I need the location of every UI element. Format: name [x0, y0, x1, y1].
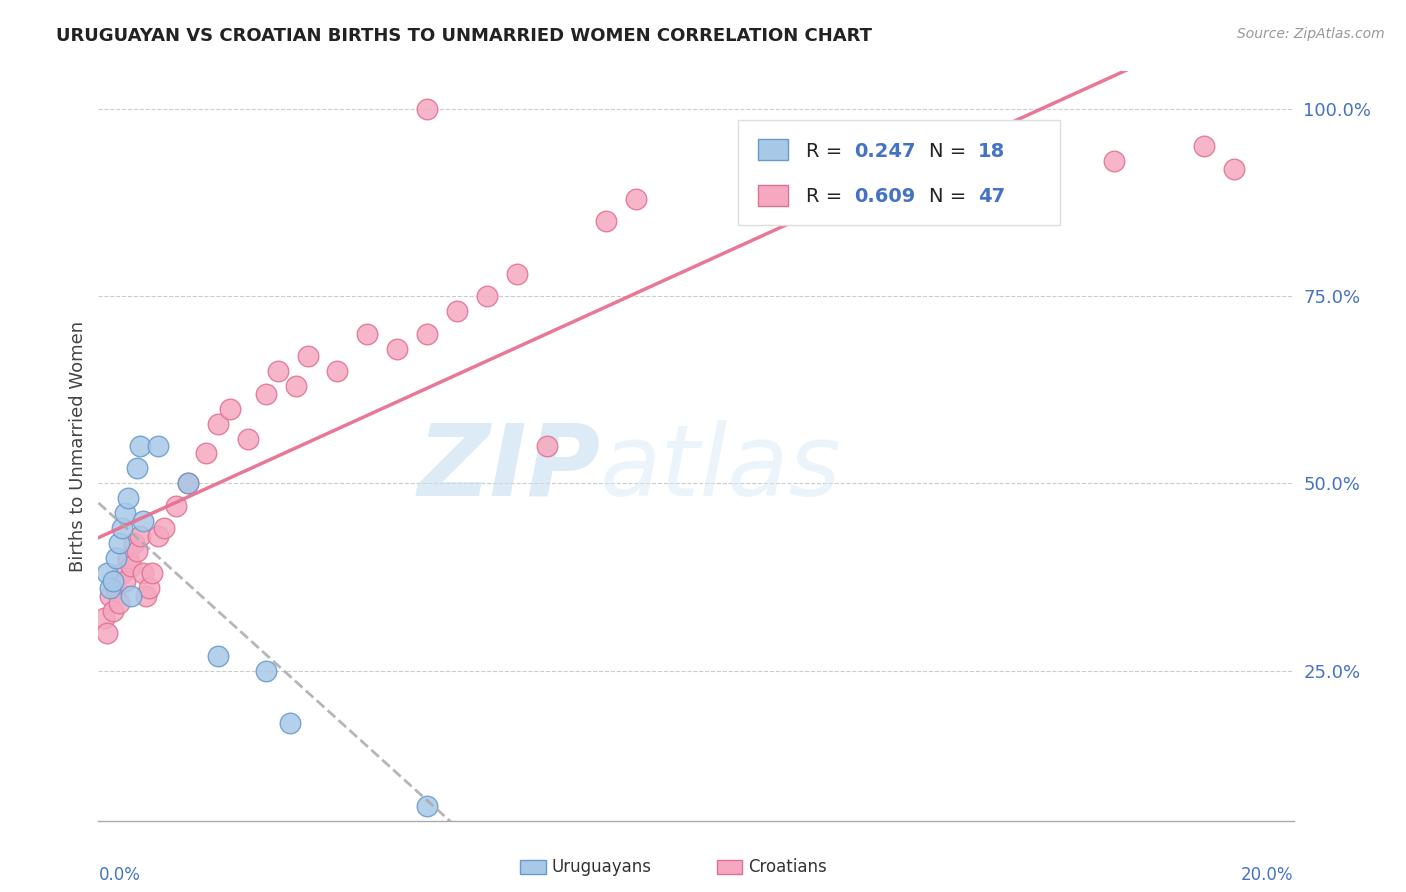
FancyBboxPatch shape	[520, 860, 546, 874]
Point	[111, 521, 134, 535]
Text: atlas: atlas	[600, 420, 842, 517]
Point	[278, 716, 301, 731]
Point	[127, 461, 149, 475]
Text: 0.609: 0.609	[853, 187, 915, 206]
Point	[1192, 139, 1215, 153]
FancyBboxPatch shape	[758, 139, 787, 160]
Point	[108, 596, 131, 610]
Point	[177, 476, 200, 491]
Point	[127, 544, 149, 558]
Text: 0.0%: 0.0%	[98, 865, 141, 884]
Text: R =: R =	[806, 187, 848, 206]
Point	[177, 476, 200, 491]
Y-axis label: Births to Unmarried Women: Births to Unmarried Women	[69, 320, 87, 572]
FancyBboxPatch shape	[758, 186, 787, 206]
Point	[1223, 161, 1246, 176]
Point	[1104, 154, 1126, 169]
Text: ZIP: ZIP	[418, 420, 600, 517]
Point	[138, 582, 160, 596]
Point	[254, 664, 277, 678]
Point	[416, 102, 439, 116]
Point	[132, 566, 155, 581]
Point	[254, 386, 277, 401]
Point	[385, 342, 409, 356]
Point	[93, 611, 115, 625]
Point	[120, 589, 142, 603]
Point	[416, 326, 439, 341]
Point	[98, 582, 122, 596]
Point	[536, 439, 558, 453]
Point	[129, 529, 152, 543]
Point	[219, 401, 242, 416]
Point	[135, 589, 157, 603]
Text: Croatians: Croatians	[748, 858, 827, 876]
Point	[98, 589, 122, 603]
Point	[267, 364, 290, 378]
Text: R =: R =	[806, 142, 848, 161]
Point	[475, 289, 498, 303]
Text: 20.0%: 20.0%	[1241, 865, 1294, 884]
Text: 0.247: 0.247	[853, 142, 915, 161]
Point	[416, 798, 439, 813]
Point	[96, 566, 118, 581]
Point	[148, 439, 170, 453]
Point	[236, 432, 259, 446]
Text: 18: 18	[979, 142, 1005, 161]
Text: URUGUAYAN VS CROATIAN BIRTHS TO UNMARRIED WOMEN CORRELATION CHART: URUGUAYAN VS CROATIAN BIRTHS TO UNMARRIE…	[56, 27, 872, 45]
Point	[745, 177, 768, 191]
Point	[284, 379, 307, 393]
Point	[356, 326, 378, 341]
Point	[114, 574, 136, 588]
Text: N =: N =	[929, 187, 973, 206]
Point	[984, 139, 1007, 153]
Point	[114, 507, 136, 521]
Point	[132, 514, 155, 528]
Point	[129, 439, 152, 453]
Point	[207, 417, 229, 431]
Point	[120, 558, 142, 573]
Text: Source: ZipAtlas.com: Source: ZipAtlas.com	[1237, 27, 1385, 41]
Point	[96, 626, 118, 640]
Point	[105, 551, 128, 566]
Text: Uruguayans: Uruguayans	[551, 858, 651, 876]
Point	[103, 604, 125, 618]
Point	[506, 267, 529, 281]
Point	[326, 364, 349, 378]
Point	[108, 536, 131, 550]
Point	[117, 551, 139, 566]
Point	[105, 582, 128, 596]
FancyBboxPatch shape	[717, 860, 742, 874]
Text: 47: 47	[979, 187, 1005, 206]
Point	[117, 491, 139, 506]
FancyBboxPatch shape	[738, 120, 1060, 225]
Point	[165, 499, 187, 513]
Point	[865, 199, 887, 213]
Point	[595, 214, 617, 228]
Text: N =: N =	[929, 142, 973, 161]
Point	[111, 566, 134, 581]
Point	[446, 304, 468, 318]
Point	[124, 536, 146, 550]
Point	[626, 192, 648, 206]
Point	[153, 521, 176, 535]
Point	[207, 648, 229, 663]
Point	[804, 154, 827, 169]
Point	[297, 349, 319, 363]
Point	[103, 574, 125, 588]
Point	[195, 446, 218, 460]
Point	[148, 529, 170, 543]
Point	[141, 566, 163, 581]
